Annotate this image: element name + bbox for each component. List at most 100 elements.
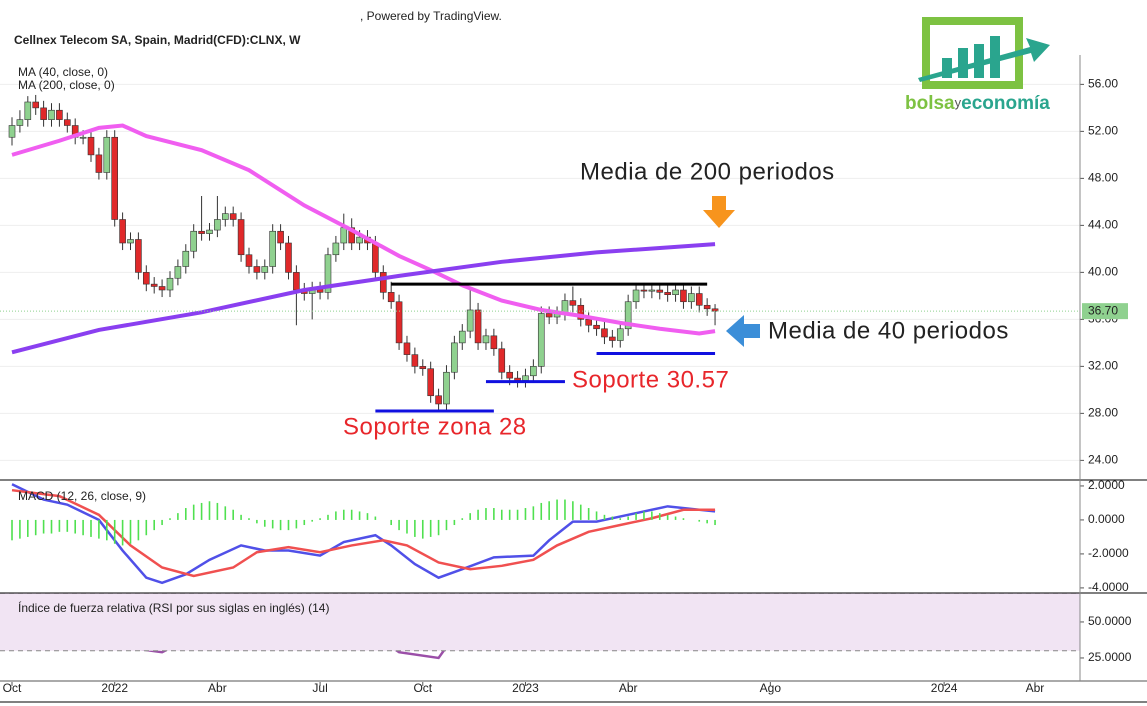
histogram-bar [82,519,84,536]
candle-body [127,239,134,244]
histogram-bar [579,504,582,520]
candle-body [269,230,276,267]
candle-body [56,109,63,120]
legend-item: MA (40, close, 0) [18,65,108,79]
histogram-bar [11,519,13,541]
candle-body [8,125,16,138]
histogram-bar [666,514,669,520]
histogram-bar [224,506,227,520]
histogram-bar [540,502,543,520]
histogram-bar [374,516,377,520]
histogram-bar [390,519,392,526]
candle-body [379,272,387,293]
logo: bolsayeconomía [905,17,1050,114]
candle-body [395,301,403,344]
histogram-bar [169,518,171,520]
candle-body [229,213,237,220]
candle-body [206,229,213,234]
candle-body [348,227,355,244]
candle-body [245,254,253,267]
candle-body [24,101,32,120]
histogram-bar [27,519,29,537]
candle-body [530,366,537,377]
candle-body [435,395,442,405]
candle-body [648,289,656,292]
histogram-bar [161,519,163,526]
candle-body [293,272,300,291]
candle-body [79,136,87,139]
histogram-bar [508,509,511,520]
histogram-bar [406,519,408,534]
candle-body [285,242,292,273]
x-tick-label: Jul [312,681,327,695]
x-tick-label: Oct [413,681,432,695]
annotation: Media de 200 periodos [580,158,835,185]
candle-body [64,119,71,126]
histogram-bar [635,513,637,520]
histogram-bar [595,511,598,520]
histogram-bar [50,519,53,534]
panel-title: MACD (12, 26, close, 9) [18,489,146,503]
candle-body [585,319,592,326]
candle-body [237,219,245,256]
candle-body [577,304,585,320]
histogram-bar [445,519,448,531]
candle-body [490,335,498,350]
histogram-bar [453,519,456,526]
histogram-bar [66,519,69,532]
candle-body [466,309,474,332]
candle-body [48,109,55,120]
histogram-bar [651,511,653,520]
histogram-bar [319,518,321,520]
candle-body [198,230,205,234]
histogram-bar [564,499,566,520]
histogram-bar [706,519,708,524]
candle-body [190,230,197,252]
candle-body [135,239,142,273]
indicator-line [11,123,716,336]
candle-body [609,336,616,341]
candle-body [174,266,182,279]
candle-body [427,368,434,397]
histogram-bar [493,508,495,520]
candle-body [261,266,269,273]
candle-body [569,300,577,306]
histogram-bar [556,499,558,520]
histogram-bar [658,513,661,520]
y-tick-label: 25.0000 [1088,650,1132,664]
candle-body [95,154,103,173]
histogram-bar [477,509,479,520]
candle-body [656,289,664,293]
histogram-bar [192,504,195,520]
y-tick-label: 56.00 [1088,77,1118,91]
y-tick-label: 40.00 [1088,265,1118,279]
histogram-bar [90,519,92,537]
candle-body [411,354,419,367]
histogram-bar [240,514,242,520]
candle-body [640,289,648,292]
annotation: Soporte 30.57 [572,366,729,393]
candle-body [387,292,395,303]
y-tick-label: 0.0000 [1088,512,1125,526]
histogram-bar [129,519,132,544]
annotation: Soporte zona 28 [343,413,527,440]
indicator-line [11,483,716,585]
candle-body [372,242,379,273]
histogram-bar [42,519,45,534]
candle-body [506,371,513,379]
histogram-bar [358,511,361,520]
histogram-bar [248,518,250,520]
candle-body [474,309,482,344]
histogram-bar [414,519,416,537]
y-tick-label: 44.00 [1088,218,1118,232]
logo-arrow [918,38,1050,82]
chart-title: Cellnex Telecom SA, Spain, Madrid(CFD):C… [14,33,301,47]
last-price-box [1082,303,1128,320]
candle-body [403,342,411,355]
candle-body [119,219,126,244]
histogram-bar [34,519,37,536]
histogram-bar [587,508,590,520]
annotation: Media de 40 periodos [768,317,1009,344]
candle-body [514,377,521,381]
histogram-bar [263,519,266,527]
